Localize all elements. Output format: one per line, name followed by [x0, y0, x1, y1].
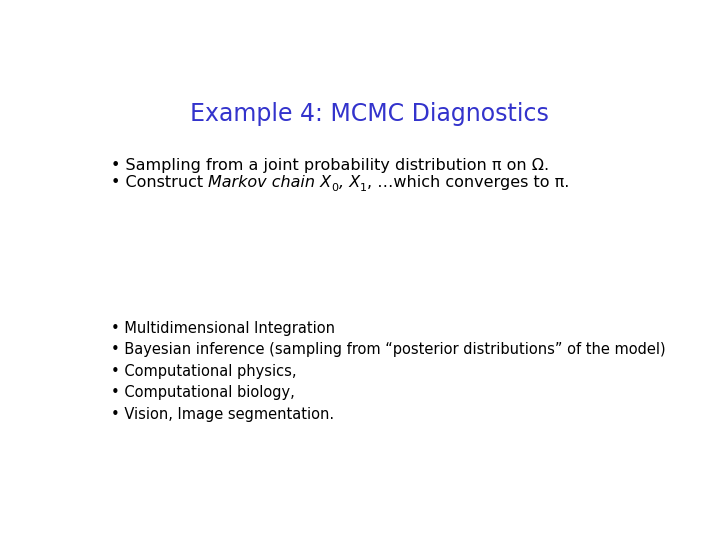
Text: , X: , X: [338, 175, 360, 190]
Text: • Multidimensional Integration: • Multidimensional Integration: [111, 321, 336, 335]
Text: • Vision, Image segmentation.: • Vision, Image segmentation.: [111, 407, 334, 422]
Text: • Construct: • Construct: [111, 175, 209, 190]
Text: • Bayesian inference (sampling from “posterior distributions” of the model): • Bayesian inference (sampling from “pos…: [111, 342, 666, 357]
Text: 1: 1: [360, 183, 366, 193]
Text: Markov chain X: Markov chain X: [209, 175, 332, 190]
Text: • Sampling from a joint probability distribution π on Ω.: • Sampling from a joint probability dist…: [111, 158, 549, 173]
Text: • Computational biology,: • Computational biology,: [111, 386, 295, 400]
Text: , …which converges to π.: , …which converges to π.: [366, 175, 570, 190]
Text: Example 4: MCMC Diagnostics: Example 4: MCMC Diagnostics: [189, 102, 549, 126]
Text: • Computational physics,: • Computational physics,: [111, 364, 297, 379]
Text: 0: 0: [332, 183, 338, 193]
